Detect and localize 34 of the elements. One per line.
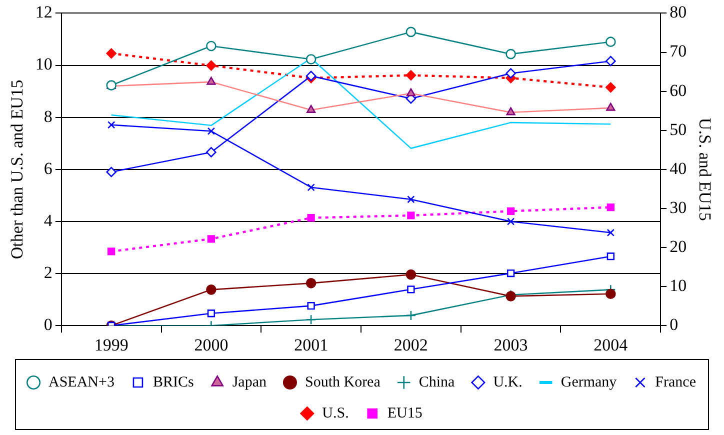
y2-tick-label: 30 bbox=[670, 198, 687, 217]
y-tick-label: 6 bbox=[44, 158, 52, 178]
legend-label: Germany bbox=[560, 374, 618, 390]
y2-tick-label: 0 bbox=[670, 315, 678, 334]
legend-label: France bbox=[655, 374, 696, 390]
x-tick-label: 2004 bbox=[594, 335, 628, 354]
y2-axis-title: U.S. and EU15 bbox=[695, 118, 714, 221]
y2-tick-label: 20 bbox=[670, 236, 687, 256]
legend-label: BRICs bbox=[152, 374, 194, 390]
legend-label: U.S. bbox=[322, 405, 349, 422]
y-axis-title: Other than U.S. and EU15 bbox=[8, 80, 27, 260]
x-tick-label: 2001 bbox=[294, 335, 328, 354]
y2-tick-label: 40 bbox=[670, 158, 687, 178]
y-tick-label: 8 bbox=[44, 106, 52, 126]
legend-label: South Korea bbox=[304, 374, 381, 390]
y2-tick-label: 80 bbox=[670, 2, 687, 22]
x-tick-label: 2000 bbox=[194, 335, 228, 354]
x-tick-label: 1999 bbox=[94, 335, 128, 354]
y2-tick-label: 60 bbox=[670, 80, 687, 100]
legend-label: U.K. bbox=[493, 374, 522, 390]
y2-tick-label: 10 bbox=[670, 276, 687, 296]
y-tick-label: 4 bbox=[44, 210, 53, 230]
y-tick-label: 2 bbox=[44, 263, 52, 282]
legend-label: EU15 bbox=[387, 405, 422, 422]
x-tick-label: 2002 bbox=[394, 335, 428, 354]
legend-label: Japan bbox=[232, 374, 267, 390]
y-tick-label: 10 bbox=[35, 54, 52, 74]
y-tick-label: 0 bbox=[44, 315, 52, 334]
legend-label: ASEAN+3 bbox=[48, 374, 114, 390]
legend-label: China bbox=[418, 374, 456, 390]
x-tick-label: 2003 bbox=[494, 335, 528, 354]
y2-tick-label: 70 bbox=[670, 42, 687, 61]
y2-tick-label: 50 bbox=[670, 120, 687, 139]
y-tick-label: 12 bbox=[35, 2, 52, 22]
